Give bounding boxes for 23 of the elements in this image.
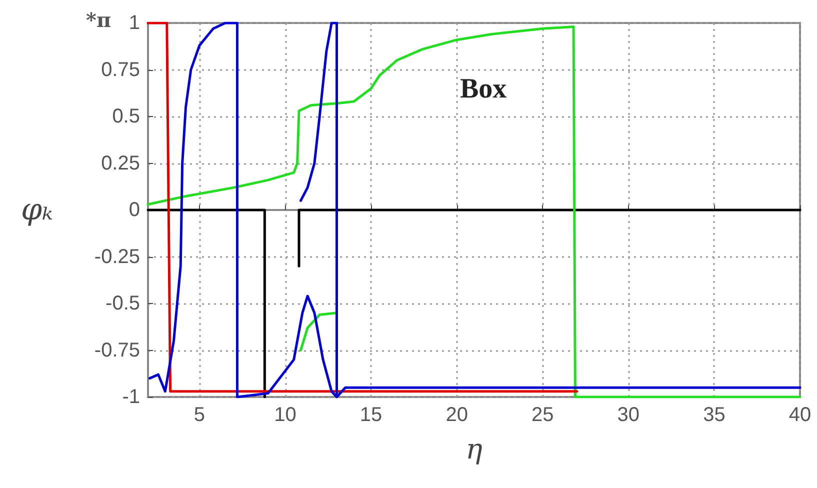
x-tick-label: 30 [617, 404, 640, 426]
x-tick-label: 20 [446, 404, 468, 426]
x-tick-label: 10 [274, 404, 296, 426]
y-tick-label: -0.75 [94, 339, 140, 362]
annotation: Box [460, 74, 507, 104]
y-tick-label: 0 [128, 199, 140, 221]
y-tick-label: -0.5 [106, 292, 140, 314]
x-tick-label: 25 [532, 404, 554, 426]
y-tick-label: 0.5 [112, 106, 140, 128]
y-tick-label: 0.75 [101, 58, 140, 81]
line-series [146, 25, 802, 398]
y-tick-label: 1 [128, 12, 140, 34]
text: *π [86, 8, 112, 32]
line-series [299, 312, 338, 352]
x-axis-title: η [466, 432, 483, 466]
y-tick-label: 0.25 [101, 152, 140, 174]
y-tick-label: -0.25 [94, 246, 140, 268]
x-tick-label: 40 [788, 404, 812, 426]
y-tick-label: -1 [122, 386, 140, 408]
x-tick-label: 35 [703, 404, 726, 426]
x-tick-label: 5 [194, 404, 206, 426]
x-tick-label: 15 [360, 404, 382, 426]
y-axis-title: φₖ [21, 192, 54, 228]
